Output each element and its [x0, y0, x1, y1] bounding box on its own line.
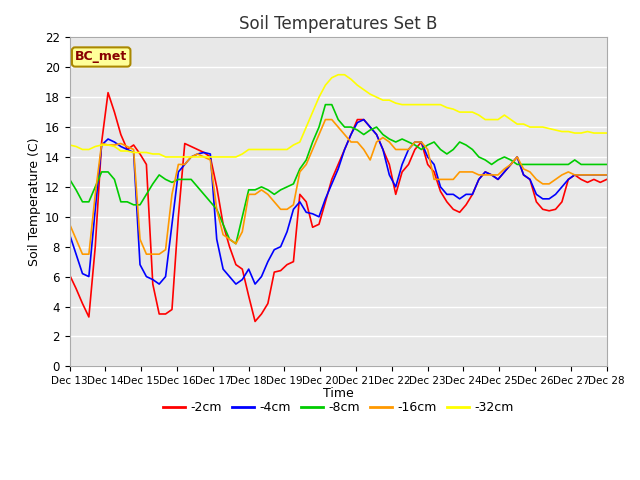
-8cm — [347, 124, 355, 130]
-2cm — [162, 311, 170, 317]
-32cm — [584, 129, 591, 134]
-8cm — [258, 184, 266, 190]
-32cm — [258, 146, 266, 152]
-32cm — [162, 154, 170, 160]
Line: -8cm: -8cm — [70, 105, 607, 244]
-4cm — [232, 281, 240, 287]
-32cm — [156, 151, 163, 157]
-4cm — [258, 274, 266, 279]
-16cm — [321, 117, 329, 122]
-32cm — [334, 72, 342, 78]
-4cm — [360, 117, 367, 122]
-8cm — [226, 236, 234, 242]
-32cm — [232, 154, 240, 160]
Y-axis label: Soil Temperature (C): Soil Temperature (C) — [28, 138, 41, 266]
Line: -32cm: -32cm — [70, 75, 607, 157]
-16cm — [584, 172, 591, 178]
-2cm — [252, 319, 259, 324]
-16cm — [239, 229, 246, 235]
-4cm — [603, 172, 611, 178]
-4cm — [340, 146, 348, 152]
-8cm — [603, 162, 611, 168]
-4cm — [156, 281, 163, 287]
Line: -16cm: -16cm — [70, 120, 607, 254]
-32cm — [66, 142, 74, 148]
-8cm — [321, 102, 329, 108]
-4cm — [66, 232, 74, 238]
-32cm — [239, 151, 246, 157]
-16cm — [603, 172, 611, 178]
Title: Soil Temperatures Set B: Soil Temperatures Set B — [239, 15, 437, 33]
-4cm — [584, 172, 591, 178]
-8cm — [239, 214, 246, 220]
X-axis label: Time: Time — [323, 387, 353, 400]
-8cm — [584, 162, 591, 168]
-2cm — [347, 132, 355, 137]
-2cm — [603, 177, 611, 182]
-16cm — [258, 187, 266, 193]
-2cm — [104, 90, 112, 96]
Line: -4cm: -4cm — [70, 120, 607, 284]
-32cm — [603, 130, 611, 136]
-2cm — [584, 180, 591, 185]
-16cm — [347, 139, 355, 145]
-8cm — [66, 177, 74, 182]
-16cm — [232, 241, 240, 247]
-2cm — [239, 266, 246, 272]
-2cm — [264, 300, 272, 306]
-4cm — [239, 276, 246, 282]
Line: -2cm: -2cm — [70, 93, 607, 322]
Text: BC_met: BC_met — [75, 50, 127, 63]
-32cm — [347, 76, 355, 82]
-4cm — [162, 274, 170, 279]
-2cm — [232, 262, 240, 267]
-8cm — [232, 241, 240, 247]
-16cm — [79, 252, 86, 257]
-16cm — [162, 247, 170, 252]
-2cm — [66, 272, 74, 278]
-16cm — [66, 221, 74, 227]
-8cm — [156, 172, 163, 178]
Legend: -2cm, -4cm, -8cm, -16cm, -32cm: -2cm, -4cm, -8cm, -16cm, -32cm — [157, 396, 518, 420]
